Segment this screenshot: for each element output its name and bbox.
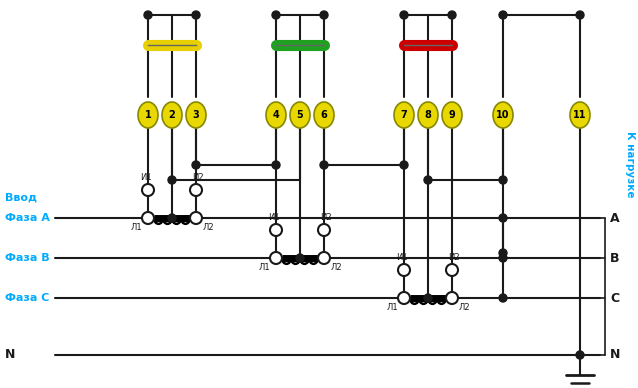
Circle shape — [192, 11, 200, 19]
Circle shape — [318, 252, 330, 264]
Text: Л1: Л1 — [130, 223, 142, 232]
Circle shape — [398, 264, 410, 276]
Text: Л2: Л2 — [458, 303, 470, 312]
Text: C: C — [610, 291, 619, 305]
Ellipse shape — [162, 102, 182, 128]
Text: 5: 5 — [297, 110, 304, 120]
Text: Л1: Л1 — [386, 303, 398, 312]
Circle shape — [499, 176, 507, 184]
Circle shape — [168, 214, 176, 222]
Circle shape — [142, 184, 154, 196]
Text: И1: И1 — [268, 213, 280, 222]
Text: 6: 6 — [321, 110, 327, 120]
Text: 7: 7 — [401, 110, 408, 120]
Ellipse shape — [138, 102, 158, 128]
Text: Фаза A: Фаза A — [5, 213, 50, 223]
Circle shape — [192, 161, 200, 169]
Circle shape — [270, 224, 282, 236]
Circle shape — [272, 11, 280, 19]
Text: Фаза B: Фаза B — [5, 253, 50, 263]
Circle shape — [320, 11, 328, 19]
Circle shape — [296, 254, 304, 262]
Circle shape — [424, 294, 432, 302]
Text: 9: 9 — [449, 110, 456, 120]
Ellipse shape — [266, 102, 286, 128]
Text: К нагрузке: К нагрузке — [625, 131, 635, 197]
Text: 8: 8 — [424, 110, 431, 120]
Text: B: B — [610, 251, 619, 265]
Circle shape — [499, 254, 507, 262]
Text: Фаза C: Фаза C — [5, 293, 49, 303]
Circle shape — [398, 292, 410, 304]
Circle shape — [499, 294, 507, 302]
Ellipse shape — [186, 102, 206, 128]
Text: 3: 3 — [193, 110, 199, 120]
Ellipse shape — [314, 102, 334, 128]
Text: И2: И2 — [448, 253, 460, 262]
Text: A: A — [610, 211, 619, 225]
Ellipse shape — [394, 102, 414, 128]
Ellipse shape — [290, 102, 310, 128]
Text: N: N — [610, 348, 620, 362]
Circle shape — [576, 351, 584, 359]
Circle shape — [400, 161, 408, 169]
Text: И1: И1 — [140, 173, 152, 182]
Circle shape — [318, 224, 330, 236]
Text: 11: 11 — [574, 110, 587, 120]
Ellipse shape — [493, 102, 513, 128]
Circle shape — [576, 11, 584, 19]
Text: Л2: Л2 — [330, 263, 342, 272]
Circle shape — [499, 214, 507, 222]
Text: 4: 4 — [272, 110, 279, 120]
Circle shape — [448, 11, 456, 19]
Circle shape — [499, 249, 507, 257]
Circle shape — [446, 264, 458, 276]
Text: И1: И1 — [396, 253, 408, 262]
Ellipse shape — [442, 102, 462, 128]
Text: 1: 1 — [145, 110, 151, 120]
Circle shape — [424, 176, 432, 184]
Text: 2: 2 — [168, 110, 175, 120]
Text: Ввод: Ввод — [5, 193, 37, 203]
Circle shape — [168, 176, 176, 184]
Circle shape — [400, 11, 408, 19]
Circle shape — [499, 11, 507, 19]
Circle shape — [270, 252, 282, 264]
Circle shape — [320, 161, 328, 169]
Text: И2: И2 — [192, 173, 204, 182]
Text: Л1: Л1 — [258, 263, 270, 272]
Text: И2: И2 — [320, 213, 332, 222]
Ellipse shape — [418, 102, 438, 128]
Circle shape — [190, 184, 202, 196]
Circle shape — [190, 212, 202, 224]
Circle shape — [446, 292, 458, 304]
Text: N: N — [5, 348, 15, 362]
Text: Л2: Л2 — [202, 223, 214, 232]
Circle shape — [142, 212, 154, 224]
Circle shape — [144, 11, 152, 19]
Text: 10: 10 — [496, 110, 510, 120]
Circle shape — [272, 161, 280, 169]
Ellipse shape — [570, 102, 590, 128]
